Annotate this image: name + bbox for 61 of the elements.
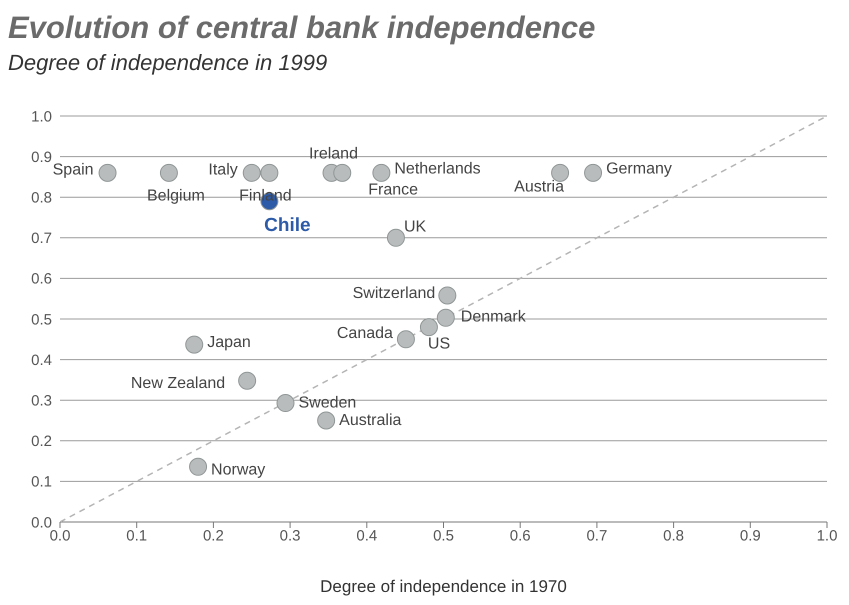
point: [238, 372, 256, 390]
point: [317, 412, 336, 430]
y-tick-label: 0.2: [31, 433, 52, 450]
x-tick-label: 0.5: [433, 528, 454, 545]
point: [372, 164, 390, 182]
y-tick-label: 0.3: [31, 392, 52, 410]
x-tick-label: 0.0: [50, 528, 70, 545]
x-tick-label: 0.8: [663, 528, 684, 545]
annotation: Australia: [339, 412, 402, 429]
series-label: Chile: [264, 214, 311, 236]
x-tick-label: 0.9: [740, 528, 761, 545]
annotation: France: [368, 181, 418, 198]
annotation: Switzerland: [352, 284, 436, 302]
point: [438, 286, 456, 304]
point: [386, 228, 405, 247]
annotation: US: [428, 336, 450, 353]
y-tick-label: 0.1: [31, 474, 52, 491]
point: [420, 318, 438, 336]
annotation: Netherlands: [394, 160, 481, 178]
point: [242, 164, 261, 182]
chart-subtitle: Degree of independence in 1999: [8, 49, 328, 77]
point: [584, 164, 602, 182]
point: [396, 330, 415, 348]
annotation: New Zealand: [130, 375, 226, 392]
y-tick-label: 0.0: [31, 514, 52, 532]
x-tick-label: 1.0: [816, 528, 838, 545]
y-tick-label: 0.7: [31, 230, 52, 248]
x-tick-label: 0.4: [356, 528, 378, 545]
annotation: Germany: [606, 160, 672, 178]
y-tick-label: 0.6: [31, 270, 52, 288]
point: [98, 164, 117, 182]
annotation: Austria: [514, 178, 564, 196]
x-tick-label: 0.3: [280, 528, 301, 545]
point: [333, 164, 352, 182]
annotation: Sweden: [298, 394, 356, 412]
annotation: Belgium: [147, 187, 205, 204]
y-tick-label: 0.4: [31, 352, 52, 369]
annotation: Norway: [211, 461, 266, 478]
point: [189, 458, 208, 476]
annotation: Canada: [336, 324, 394, 342]
point: [436, 308, 455, 327]
annotation: UK: [404, 218, 426, 236]
y-tick-label: 0.5: [31, 311, 52, 328]
point: [260, 164, 278, 182]
annotation: Ireland: [309, 145, 358, 162]
point: [185, 336, 204, 354]
point: [160, 164, 178, 182]
x-tick-label: 0.2: [202, 528, 224, 545]
y-tick-label: 0.9: [31, 148, 52, 166]
y-tick-label: 1.0: [31, 108, 52, 126]
x-tick-label: 0.7: [586, 528, 608, 545]
y-tick-label: 0.8: [31, 190, 52, 207]
annotation: Spain: [52, 161, 94, 178]
chart-title: Evolution of central bank independence: [8, 9, 596, 47]
x-tick-label: 0.1: [126, 528, 148, 545]
x-tick-label: 0.6: [510, 528, 531, 545]
x-axis-title: Degree of independence in 1970: [320, 577, 567, 596]
annotation: Italy: [208, 161, 238, 178]
annotation: Japan: [207, 334, 251, 352]
point: [276, 394, 294, 412]
annotation: Denmark: [460, 308, 527, 326]
